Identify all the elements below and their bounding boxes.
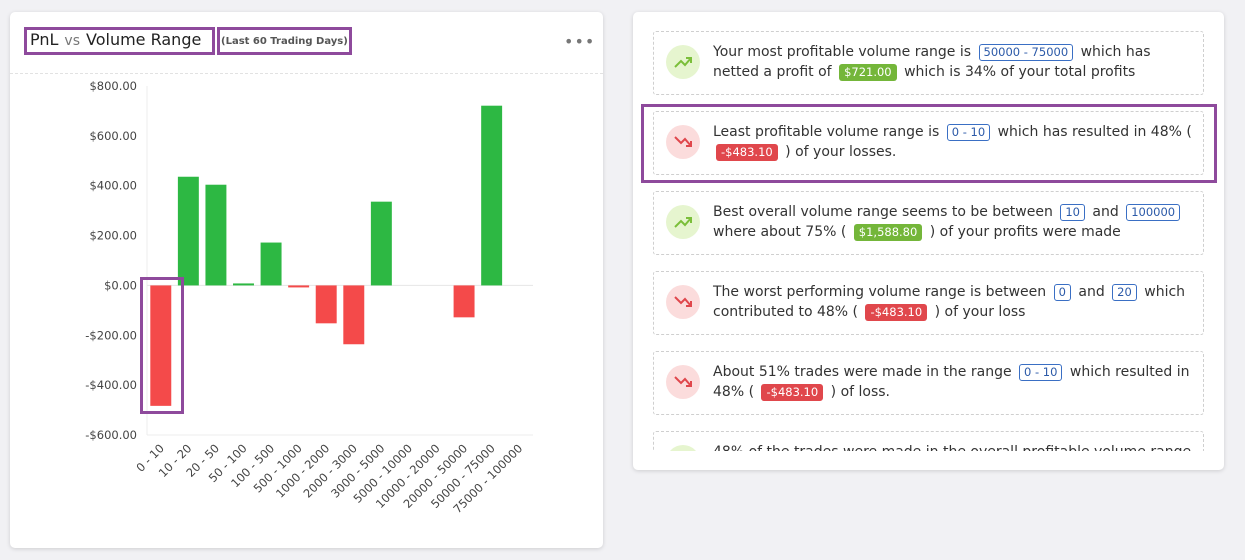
value-badge: 100000 <box>1126 204 1181 221</box>
bar <box>343 285 365 345</box>
y-tick-label: $400.00 <box>89 179 137 193</box>
text: which contributed to 48% ( <box>713 284 1186 320</box>
insight-text: Best overall volume range seems to be be… <box>713 202 1193 242</box>
insight-text: Least profitable volume range is 0 - 10 … <box>713 122 1193 162</box>
y-tick-label: $0.00 <box>104 278 137 292</box>
y-tick-label: $200.00 <box>89 229 137 243</box>
bar <box>260 242 282 286</box>
value-badge: -$483.10 <box>716 144 778 161</box>
bar <box>205 184 227 286</box>
text: which has resulted in 48% ( <box>997 124 1192 140</box>
value-badge: 0 - 10 <box>946 124 991 141</box>
text: 48% of the trades were made in the overa… <box>713 444 1191 451</box>
insight-text: 48% of the trades were made in the overa… <box>713 442 1193 451</box>
y-tick-label: -$200.00 <box>85 328 137 342</box>
text: which is 34% of your total profits <box>904 64 1136 80</box>
trend-glyph <box>674 376 692 387</box>
insight: The worst performing volume range is bet… <box>653 271 1204 335</box>
insight: Your most profitable volume range is 500… <box>653 31 1204 95</box>
trend-glyph <box>666 445 700 451</box>
bar <box>150 285 172 406</box>
bar <box>288 285 310 288</box>
text: ) of your loss <box>934 304 1026 320</box>
bar <box>370 201 392 286</box>
insight-text: The worst performing volume range is bet… <box>713 282 1193 322</box>
value-badge: -$483.10 <box>761 384 824 401</box>
trend-icon <box>666 125 700 159</box>
bar <box>233 283 254 286</box>
bar <box>315 285 337 324</box>
insight-list: Your most profitable volume range is 500… <box>653 31 1205 451</box>
trend-icon <box>666 205 700 239</box>
bar <box>453 285 475 318</box>
menu-button[interactable]: ••• <box>564 32 596 51</box>
insight: Least profitable volume range is 0 - 10 … <box>653 111 1204 175</box>
text: which resulted in 48% ( <box>713 364 1190 400</box>
chart-header: PnL vs Volume Range (Last 60 Trading Days)… <box>10 12 603 74</box>
title-part: vs <box>64 33 81 49</box>
value-badge: 0 - 10 <box>1019 364 1063 381</box>
insight-text: About 51% trades were made in the range … <box>713 362 1193 402</box>
text: Least profitable volume range is <box>713 124 940 140</box>
text: ) of loss. <box>830 384 891 400</box>
text: where about 75% ( <box>713 224 847 240</box>
title-part: PnL <box>30 30 59 49</box>
trend-icon <box>666 285 700 319</box>
highlight-box <box>217 27 352 55</box>
text: ) of your profits were made <box>929 224 1121 240</box>
insight: 48% of the trades were made in the overa… <box>653 431 1204 451</box>
text: The worst performing volume range is bet… <box>713 284 1047 300</box>
trend-glyph <box>674 296 692 307</box>
y-tick-label: $800.00 <box>89 79 137 93</box>
y-tick-label: $600.00 <box>89 129 137 143</box>
insight: About 51% trades were made in the range … <box>653 351 1204 415</box>
chart-card: PnL vs Volume Range (Last 60 Trading Days)… <box>10 12 603 548</box>
trend-icon <box>666 445 700 451</box>
chart-title: PnL vs Volume Range <box>30 30 201 49</box>
text: About 51% trades were made in the range <box>713 364 1012 380</box>
trend-glyph <box>674 217 692 228</box>
text: and <box>1092 204 1119 220</box>
bar <box>481 105 503 286</box>
title-part: Volume Range <box>86 30 202 49</box>
value-badge: $721.00 <box>839 64 897 81</box>
value-badge: $1,588.80 <box>853 224 923 241</box>
value-badge: 0 <box>1053 284 1071 301</box>
value-badge: 10 <box>1060 204 1085 221</box>
text: Best overall volume range seems to be be… <box>713 204 1053 220</box>
text: which has netted a profit of <box>713 44 1151 80</box>
value-badge: 20 <box>1112 284 1137 301</box>
highlight-box <box>140 277 184 414</box>
highlight-box <box>641 104 1217 183</box>
chart: -$600.00 -$400.00 -$200.00 $0.00 $200.00 $400… <box>85 79 533 516</box>
highlight-box <box>24 27 215 55</box>
insight: Best overall volume range seems to be be… <box>653 191 1204 255</box>
chart-subtitle: (Last 60 Trading Days) <box>221 36 348 47</box>
text: and <box>1078 284 1105 300</box>
trend-glyph <box>674 57 692 68</box>
bar <box>177 176 199 286</box>
trend-icon <box>666 365 700 399</box>
y-tick-label: -$400.00 <box>85 378 137 392</box>
trend-icon <box>666 45 700 79</box>
insights-card: Your most profitable volume range is 500… <box>633 12 1224 470</box>
value-badge: -$483.10 <box>865 304 928 321</box>
insight-text: Your most profitable volume range is 500… <box>713 42 1193 82</box>
trend-glyph <box>674 136 692 147</box>
text: ) of your losses. <box>785 144 897 160</box>
text: Your most profitable volume range is <box>713 44 972 60</box>
value-badge: 50000 - 75000 <box>978 44 1074 61</box>
y-tick-label: -$600.00 <box>85 428 137 442</box>
